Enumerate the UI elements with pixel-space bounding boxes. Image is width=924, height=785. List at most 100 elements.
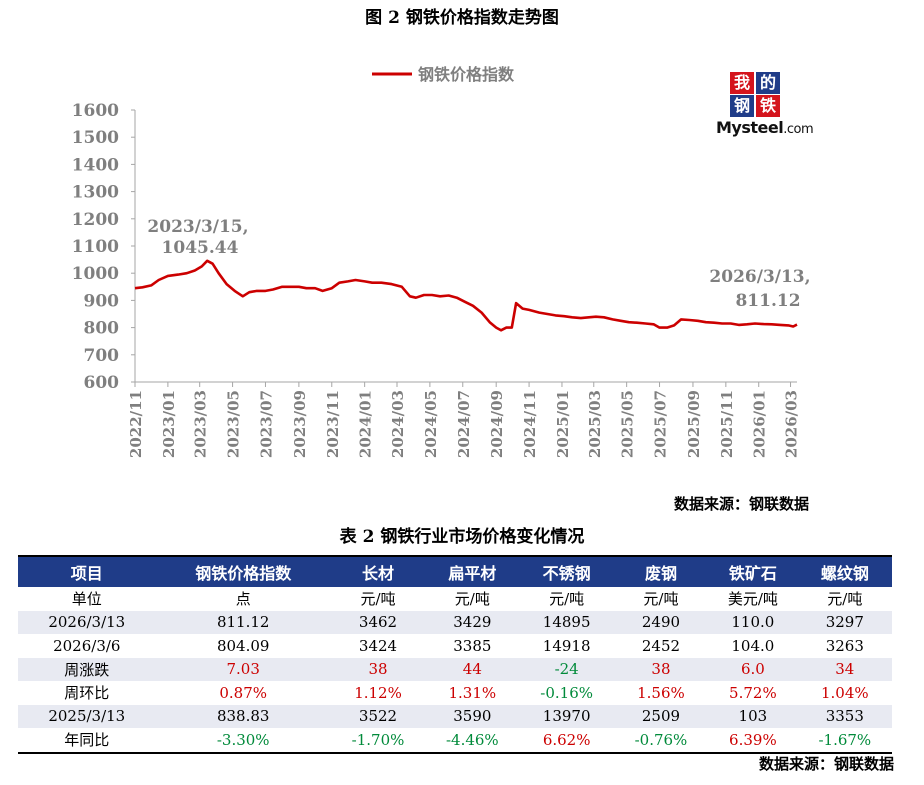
table-cell: 3297 (797, 610, 892, 634)
logo-wordmark: Mysteel.com (716, 118, 814, 137)
logo-word: Mysteel (716, 118, 784, 137)
table-cell: 3590 (425, 704, 520, 728)
table-row: 年同比 -3.30% -1.70% -4.46% 6.62% -0.76% 6.39% -1.… (18, 728, 892, 754)
table-cell: -0.76% (613, 728, 709, 754)
table-row: 周涨跌 7.03 38 44 -24 38 6.0 34 (18, 657, 892, 681)
annotation-peak-value: 1045.44 (162, 238, 239, 258)
table-cell: 1.04% (820, 683, 869, 702)
logo-char-4: 铁 (756, 95, 780, 117)
table-cell: 7.03 (155, 657, 331, 681)
table-cell: 14895 (519, 610, 614, 634)
y-tick-label: 700 (84, 346, 120, 366)
x-tick-label: 2025/11 (718, 390, 736, 458)
table-cell: 元/吨 (360, 590, 396, 609)
table-row: 周环比 0.87% 1.12% 1.31% -0.16% 1.56% 5.72% 1.04% (18, 681, 892, 705)
table-cell: 14918 (542, 636, 591, 655)
logo-char-2: 的 (756, 72, 780, 94)
annotation-peak-date: 2023/3/15, (147, 217, 248, 237)
price-change-table: 项目 钢铁价格指数 长材 扁平材 不锈钢 废钢 铁矿石 螺纹钢 单位 点 元/吨 元/吨 元/吨 元/吨… (18, 555, 892, 754)
table-cell: 5.72% (729, 683, 777, 702)
table-cell: 点 (235, 590, 251, 609)
table-row-label: 周涨跌 (18, 657, 156, 681)
x-tick-label: 2024/11 (521, 390, 539, 458)
y-tick-label: 1600 (72, 101, 119, 121)
table-cell: -24 (519, 657, 614, 681)
y-tick-label: 800 (84, 319, 120, 339)
y-tick-label: 1000 (72, 264, 119, 284)
table-cell: 1.12% (354, 683, 402, 702)
x-tick-label: 2023/11 (324, 390, 342, 458)
table-cell: 6.39% (708, 728, 798, 754)
table-row: 单位 点 元/吨 元/吨 元/吨 元/吨 美元/吨 元/吨 (18, 587, 892, 611)
logo-suffix: .com (783, 122, 814, 137)
x-tick-label: 2023/09 (291, 390, 309, 458)
table-row-label: 2026/3/13 (18, 610, 156, 634)
table-cell: 110.0 (708, 610, 798, 634)
table-cell: 3424 (358, 636, 398, 655)
table-cell: 0.87% (219, 683, 268, 702)
y-tick-label: 1300 (72, 183, 119, 203)
table-cell: 44 (425, 657, 520, 681)
table-cell: 6.62% (519, 728, 614, 754)
table-cell: 1.31% (448, 683, 497, 702)
table-cell: -1.67% (797, 728, 892, 754)
table-header-cell: 项目 (18, 555, 156, 587)
y-tick-label: 900 (84, 291, 120, 311)
table-cell: -1.70% (330, 728, 426, 754)
table-row-label: 2025/3/13 (18, 704, 156, 728)
table-cell: 3263 (825, 636, 864, 655)
table-row-label: 2026/3/6 (53, 636, 121, 655)
table-row-label: 周环比 (64, 684, 110, 703)
table-cell: 2490 (613, 610, 709, 634)
table-cell: 3385 (453, 636, 492, 655)
table-cell: 元/吨 (454, 590, 490, 609)
table-cell: 3462 (330, 610, 426, 634)
table-header-cell: 钢铁价格指数 (155, 555, 331, 587)
table-cell: 元/吨 (549, 590, 585, 609)
table-row-label: 单位 (71, 590, 102, 609)
table-cell: 838.83 (155, 704, 331, 728)
y-tick-label: 1400 (72, 155, 119, 175)
x-tick-label: 2025/09 (685, 390, 703, 458)
chart-source: 数据来源：钢联数据 (673, 495, 809, 513)
table-header-cell: 废钢 (613, 555, 709, 587)
table-cell: 2509 (613, 704, 709, 728)
table-header-cell: 不锈钢 (519, 555, 614, 587)
x-tick-label: 2024/05 (422, 390, 440, 458)
logo-char-1: 我 (730, 72, 754, 94)
table-cell: 38 (613, 657, 709, 681)
table-cell: -0.16% (540, 683, 593, 702)
steel-price-index-chart: 600 700 800 900 1000 1100 1200 1300 1400 1500 1600… (72, 65, 811, 458)
annotation-latest-date: 2026/3/13, (709, 267, 810, 287)
table-cell: 3429 (425, 610, 520, 634)
table-cell: 13970 (519, 704, 614, 728)
table-row: 2026/3/13 811.12 3462 3429 14895 2490 110.0 329… (18, 610, 892, 634)
table-cell: 1.56% (637, 683, 685, 702)
x-tick-label: 2023/05 (225, 390, 243, 458)
table-cell: -3.30% (155, 728, 331, 754)
series-line-steel-index (134, 259, 798, 332)
mysteel-logo: 我 的 钢 铁 Mysteel.com (712, 72, 822, 142)
table-cell: 美元/吨 (727, 590, 778, 609)
table-title: 表 2 钢铁行业市场价格变化情况 (339, 527, 585, 547)
x-tick-label: 2025/01 (554, 390, 572, 458)
x-tick-label: 2022/11 (127, 390, 145, 458)
x-tick-label: 2025/05 (619, 390, 637, 458)
x-tick-label: 2023/01 (160, 390, 178, 458)
table-cell: 元/吨 (827, 590, 863, 609)
x-tick-label: 2025/07 (652, 390, 670, 458)
x-tick-label: 2024/03 (389, 390, 407, 458)
x-tick-label: 2026/01 (751, 390, 769, 458)
table-cell: 103 (708, 704, 798, 728)
y-tick-label: 1500 (72, 128, 119, 148)
x-tick-label: 2025/03 (586, 390, 604, 458)
table-cell: 34 (797, 657, 892, 681)
table-cell: 2452 (641, 636, 681, 655)
table-cell: 3353 (797, 704, 892, 728)
table-cell: 3522 (330, 704, 426, 728)
table-cell: 38 (330, 657, 426, 681)
x-tick-label: 2023/07 (257, 390, 275, 458)
table-row: 2026/3/6 804.09 3424 3385 14918 2452 104.0 3263 (18, 634, 892, 658)
y-tick-label: 1200 (72, 210, 119, 230)
table-source: 数据来源：钢联数据 (758, 755, 894, 773)
